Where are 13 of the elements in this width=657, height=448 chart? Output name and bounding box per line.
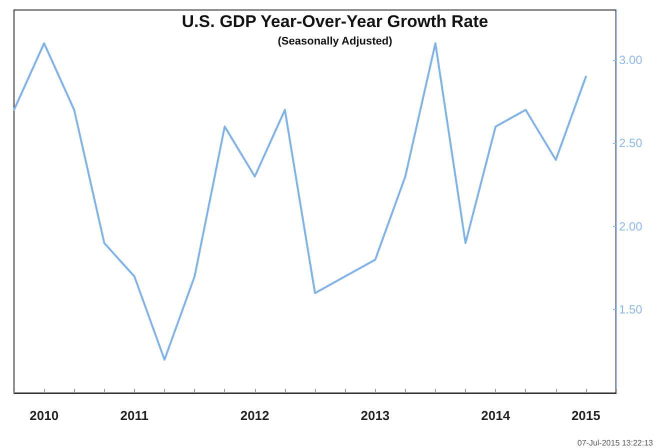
x-tick-label: 2011 [120, 408, 148, 423]
x-tick-label: 2014 [481, 408, 511, 423]
x-tick-label: 2015 [571, 408, 600, 423]
y-tick-label: 3.00 [619, 52, 643, 67]
y-tick-label: 1.50 [619, 302, 643, 317]
text: (Seasonally Adjusted) [278, 36, 393, 48]
x-tick-label: 2010 [30, 408, 59, 423]
y-tick-label: 2.50 [619, 136, 643, 150]
x-tick-label: 2013 [360, 408, 390, 423]
text: 07-Jul-2015 13:22:13 [577, 438, 654, 448]
x-tick-label: 2012 [240, 408, 270, 423]
y-tick-label: 2.00 [619, 219, 643, 234]
chart-title: U.S. GDP Year-Over-Year Growth Rate [182, 12, 488, 31]
